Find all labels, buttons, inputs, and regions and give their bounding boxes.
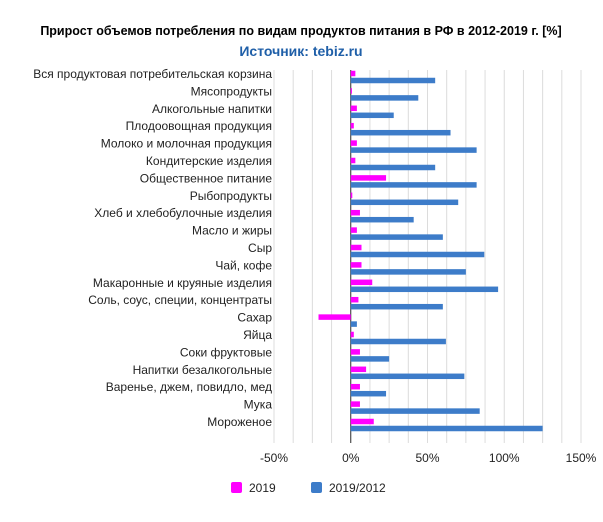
bar-series-2019-2012 [350, 269, 466, 275]
legend: 2019 2019/2012 [231, 481, 386, 495]
bar-series-2019-2012 [350, 216, 414, 223]
bar-series-2019 [350, 192, 353, 199]
category-label: Алкогольные напитки [152, 102, 272, 116]
legend-swatch [231, 482, 242, 493]
bar-series-2019 [350, 296, 359, 303]
x-tick-label: 150% [566, 451, 597, 465]
category-label: Чай, кофе [215, 258, 272, 272]
category-label: Сыр [248, 241, 272, 255]
bar-series-2019 [350, 175, 387, 181]
bar-series-2019-2012 [350, 199, 459, 206]
category-label: Мясопродукты [191, 84, 272, 98]
category-label: Сахар [237, 311, 272, 325]
bar-series-2019-2012 [350, 356, 390, 362]
bar-series-2019 [350, 383, 360, 390]
category-label: Напитки безалкогольные [133, 363, 273, 377]
bar-series-2019-2012 [350, 129, 451, 136]
bar-series-2019 [350, 349, 360, 355]
bar-series-2019 [350, 209, 360, 216]
bar-series-2019-2012 [350, 425, 543, 432]
bar-series-2019-2012 [350, 182, 477, 188]
x-axis-ticks: -50% 0% 50% 100% 150% [260, 451, 597, 465]
bar-series-2019-2012 [350, 147, 477, 153]
bars [318, 70, 543, 432]
bar-series-2019-2012 [350, 112, 394, 119]
category-label: Мука [244, 398, 273, 412]
category-label: Кондитерские изделия [146, 154, 272, 168]
category-label: Варенье, джем, повидло, мед [106, 380, 272, 394]
bar-series-2019-2012 [350, 164, 436, 171]
legend-label: 2019 [249, 481, 276, 495]
bar-series-2019-2012 [350, 95, 419, 101]
bar-series-2019 [350, 105, 357, 112]
bar-series-2019 [350, 157, 356, 164]
bar-series-2019-2012 [350, 286, 499, 293]
bar-series-2019 [350, 331, 354, 338]
category-labels: Вся продуктовая потребительская корзина М… [33, 67, 272, 429]
category-label: Соки фруктовые [180, 345, 272, 359]
bar-series-2019 [318, 314, 351, 320]
category-label: Плодоовощная продукция [126, 119, 272, 133]
bar-series-2019-2012 [350, 338, 446, 345]
bar-series-2019 [350, 418, 374, 425]
chart-subtitle: Источник: tebiz.ru [239, 43, 362, 59]
bar-series-2019 [350, 227, 357, 233]
category-label: Масло и жиры [192, 224, 272, 238]
category-label: Вся продуктовая потребительская корзина [33, 67, 272, 81]
bar-series-2019 [350, 88, 352, 94]
legend-swatch [311, 482, 322, 493]
bar-series-2019-2012 [350, 303, 443, 310]
category-label: Рыбопродукты [190, 189, 272, 203]
bar-series-2019-2012 [350, 251, 485, 258]
category-label: Общественное питание [140, 171, 273, 185]
x-tick-label: 100% [489, 451, 520, 465]
x-tick-label: 50% [415, 451, 439, 465]
bar-series-2019-2012 [350, 77, 436, 84]
category-label: Макаронные и круяные изделия [93, 276, 272, 290]
legend-label: 2019/2012 [329, 481, 386, 495]
bar-series-2019 [350, 279, 373, 286]
category-label: Яйца [243, 328, 272, 342]
bar-series-2019 [350, 122, 354, 129]
bar-series-2019 [350, 401, 360, 407]
bar-series-2019-2012 [350, 373, 465, 380]
category-label: Мороженое [207, 415, 272, 429]
category-label: Молоко и молочная продукция [101, 137, 272, 151]
bar-series-2019 [350, 140, 357, 146]
bar-series-2019 [350, 366, 367, 373]
bar-series-2019 [350, 70, 356, 77]
bar-series-2019-2012 [350, 390, 387, 397]
bar-series-2019-2012 [350, 408, 480, 414]
x-tick-label: 0% [342, 451, 360, 465]
bar-series-2019 [350, 244, 362, 251]
bar-series-2019 [350, 262, 362, 268]
bar-series-2019-2012 [350, 321, 357, 327]
chart-title: Прирост объемов потребления по видам про… [40, 24, 561, 38]
category-label: Хлеб и хлебобулочные изделия [94, 206, 272, 220]
bar-series-2019-2012 [350, 234, 443, 240]
x-tick-label: -50% [260, 451, 288, 465]
category-label: Соль, соус, специи, концентраты [88, 293, 272, 307]
